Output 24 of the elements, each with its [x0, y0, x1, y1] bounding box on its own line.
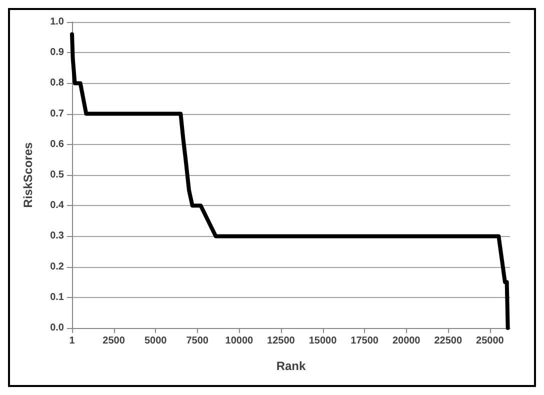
- x-axis-title: Rank: [276, 359, 306, 373]
- x-tick-label: 5000: [144, 336, 168, 346]
- y-tick-label: 0.1: [50, 292, 64, 303]
- x-tick-label: 20000: [392, 336, 421, 346]
- y-tick-label: 0.5: [50, 170, 64, 180]
- y-tick-label: 0.2: [50, 261, 64, 272]
- x-tick-label: 12500: [267, 336, 296, 346]
- y-tick-label: 0.4: [50, 200, 64, 212]
- x-tick-label: 1: [69, 336, 76, 346]
- y-tick-label: 0.6: [50, 138, 64, 150]
- y-tick-label: 0.8: [50, 78, 64, 89]
- y-axis-title: RiskScores: [21, 142, 35, 208]
- y-tick-label: 0.7: [50, 108, 64, 120]
- y-tick-label: 1.0: [50, 16, 64, 28]
- x-tick-label: 10000: [225, 336, 254, 346]
- x-tick-label: 7500: [186, 336, 209, 346]
- x-tick-label: 15000: [308, 336, 338, 346]
- y-tick-label: 0.0: [50, 322, 64, 334]
- y-tick-label: 0.3: [50, 230, 64, 242]
- x-tick-label: 2500: [102, 336, 126, 346]
- y-tick-label: 0.9: [50, 47, 64, 58]
- x-tick-label: 25000: [476, 336, 504, 346]
- x-tick-label: 22500: [434, 336, 462, 346]
- x-tick-label: 17500: [350, 336, 379, 346]
